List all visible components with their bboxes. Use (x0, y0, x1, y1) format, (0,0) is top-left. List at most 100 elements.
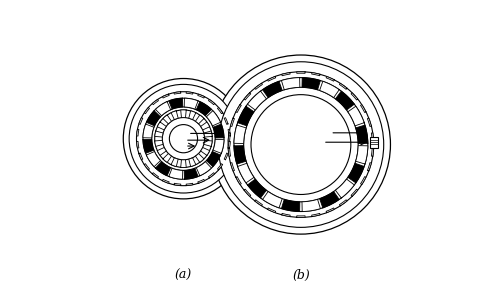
Polygon shape (326, 76, 334, 81)
Polygon shape (143, 124, 154, 138)
Polygon shape (217, 164, 222, 170)
Polygon shape (243, 189, 250, 196)
Polygon shape (208, 173, 214, 178)
Circle shape (227, 72, 373, 217)
Circle shape (123, 78, 243, 199)
Polygon shape (243, 93, 250, 100)
Polygon shape (155, 102, 170, 116)
Polygon shape (146, 111, 160, 126)
Text: (a): (a) (174, 269, 192, 282)
Circle shape (129, 84, 237, 193)
Polygon shape (350, 93, 357, 100)
Polygon shape (311, 73, 320, 76)
Polygon shape (281, 73, 290, 76)
Polygon shape (262, 81, 282, 98)
Polygon shape (235, 177, 241, 185)
Polygon shape (139, 118, 142, 124)
Polygon shape (262, 191, 282, 208)
Circle shape (136, 92, 230, 186)
Polygon shape (163, 115, 171, 124)
Polygon shape (144, 164, 149, 170)
Polygon shape (197, 179, 204, 183)
Polygon shape (154, 140, 163, 146)
Circle shape (243, 87, 357, 202)
Bar (369, 137, 378, 148)
Polygon shape (339, 200, 346, 206)
Polygon shape (233, 146, 245, 164)
Polygon shape (195, 153, 203, 163)
Polygon shape (152, 99, 158, 105)
Polygon shape (247, 91, 266, 110)
Polygon shape (171, 158, 178, 167)
Polygon shape (144, 107, 149, 114)
Polygon shape (188, 111, 195, 119)
Polygon shape (371, 148, 373, 156)
Polygon shape (186, 92, 192, 94)
Polygon shape (136, 141, 139, 148)
Polygon shape (339, 83, 346, 89)
Polygon shape (347, 106, 363, 126)
Circle shape (169, 124, 197, 153)
Polygon shape (311, 213, 320, 217)
Polygon shape (143, 140, 154, 153)
Polygon shape (162, 179, 169, 183)
Polygon shape (235, 105, 241, 112)
Polygon shape (360, 177, 365, 185)
Polygon shape (203, 140, 212, 146)
Polygon shape (255, 200, 262, 206)
Polygon shape (188, 158, 195, 167)
Circle shape (217, 62, 383, 227)
Polygon shape (152, 173, 158, 178)
Polygon shape (174, 183, 180, 186)
Polygon shape (162, 94, 169, 98)
Polygon shape (247, 179, 266, 198)
Polygon shape (335, 179, 354, 198)
Polygon shape (302, 78, 320, 90)
Polygon shape (168, 98, 182, 109)
Polygon shape (197, 94, 204, 98)
Circle shape (211, 55, 390, 234)
Polygon shape (367, 118, 371, 127)
Polygon shape (230, 163, 234, 171)
Polygon shape (281, 78, 299, 90)
Polygon shape (267, 76, 275, 81)
Polygon shape (371, 133, 373, 141)
Polygon shape (350, 189, 357, 196)
Text: 6: 6 (314, 148, 322, 158)
Circle shape (250, 95, 350, 194)
Polygon shape (281, 213, 290, 217)
Circle shape (151, 107, 215, 171)
Polygon shape (146, 152, 160, 167)
Polygon shape (347, 163, 363, 183)
Polygon shape (174, 92, 180, 94)
Polygon shape (296, 72, 305, 73)
Polygon shape (171, 111, 178, 119)
Polygon shape (196, 162, 211, 176)
Polygon shape (212, 140, 223, 153)
Circle shape (143, 98, 223, 179)
Polygon shape (237, 163, 254, 183)
Polygon shape (227, 141, 230, 148)
Polygon shape (200, 148, 209, 155)
Polygon shape (224, 118, 227, 124)
Polygon shape (180, 110, 186, 118)
Polygon shape (302, 199, 320, 212)
Polygon shape (136, 129, 139, 136)
Polygon shape (154, 131, 163, 137)
Polygon shape (230, 118, 234, 127)
Polygon shape (367, 163, 371, 171)
Polygon shape (203, 131, 212, 137)
Polygon shape (186, 183, 192, 186)
Polygon shape (233, 125, 245, 143)
Polygon shape (224, 153, 227, 160)
Text: (b): (b) (292, 269, 309, 282)
Polygon shape (227, 129, 230, 136)
Polygon shape (217, 107, 222, 114)
Polygon shape (196, 102, 211, 116)
Polygon shape (163, 153, 171, 163)
Polygon shape (267, 208, 275, 213)
Polygon shape (139, 153, 142, 160)
Polygon shape (228, 148, 230, 156)
Polygon shape (180, 160, 186, 168)
Polygon shape (157, 148, 166, 155)
